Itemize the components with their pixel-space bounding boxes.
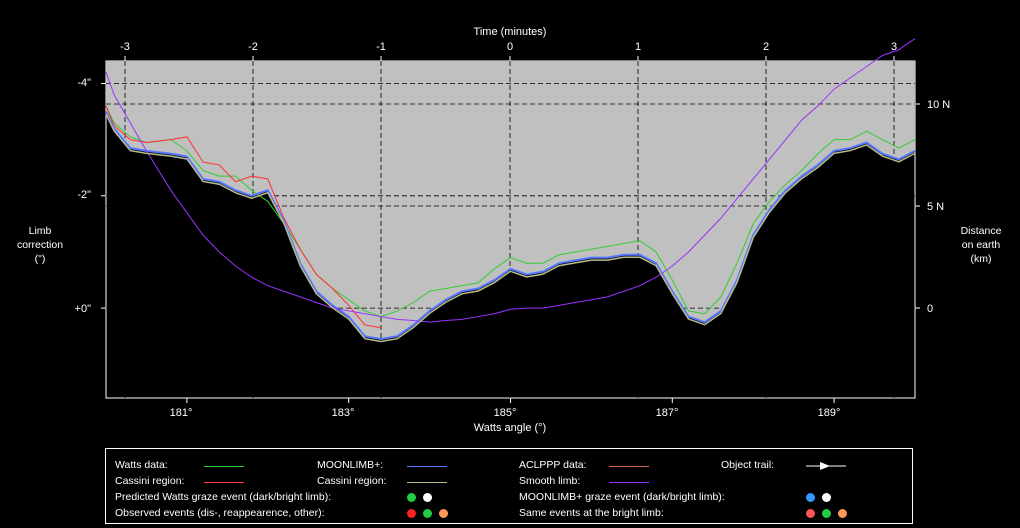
- left-tick-label: -2": [77, 189, 91, 201]
- orange-dot-icon: [439, 509, 448, 518]
- green-dot-icon: [822, 509, 831, 518]
- top-tick-label: 3: [891, 41, 897, 53]
- bottom-axis-title: Watts angle (°): [474, 422, 546, 434]
- limb-fill-area: [106, 61, 915, 339]
- watts-data-line: [105, 105, 916, 318]
- legend-moonlimb-swatch: [407, 466, 447, 467]
- cassini-region-line: [105, 105, 382, 329]
- left-axis-title: Limb correction ("): [10, 224, 70, 266]
- cassini-region-2-line: [105, 113, 916, 343]
- right-tick-label: 0: [927, 303, 933, 315]
- right-tick-label: 10 N: [927, 99, 950, 111]
- top-tick-label: -2: [248, 41, 258, 53]
- legend-cassini2-swatch: [407, 482, 447, 483]
- red-dot-icon: [407, 509, 416, 518]
- right-axis-title-line: Distance: [960, 225, 1002, 237]
- orange-dot-icon: [838, 509, 847, 518]
- legend-same-bright-label: Same events at the bright limb:: [519, 507, 664, 519]
- legend-cassini2-label: Cassini region:: [317, 475, 387, 487]
- legend: Watts data: Cassini region: MOONLIMB+: C…: [105, 448, 913, 524]
- left-axis-title-line: ("): [34, 253, 46, 265]
- legend-aclppp-label: ACLPPP data:: [519, 459, 587, 471]
- legend-smooth-label: Smooth limb:: [519, 475, 581, 487]
- legend-aclppp-swatch: [609, 466, 649, 467]
- top-tick-label: -1: [376, 41, 386, 53]
- salmon-dot-icon: [806, 509, 815, 518]
- right-tick-label: 5 N: [927, 201, 944, 213]
- white-dot-icon: [822, 493, 831, 502]
- legend-moonlimb-graze-label: MOONLIMB+ graze event (dark/bright limb)…: [519, 491, 725, 503]
- white-dot-icon: [423, 493, 432, 502]
- top-axis-title: Time (minutes): [474, 26, 547, 38]
- legend-pred-watts-label: Predicted Watts graze event (dark/bright…: [115, 491, 332, 503]
- limb-fill: [106, 61, 915, 339]
- top-tick-label: 0: [507, 41, 513, 53]
- bottom-tick-label: 181°: [170, 407, 193, 419]
- right-axis-title-line: on earth: [961, 239, 1001, 251]
- left-tick-label: -4": [77, 77, 91, 89]
- moonlimb-line: [105, 111, 916, 341]
- legend-smooth-swatch: [609, 482, 649, 483]
- smooth-limb-line: [105, 38, 916, 323]
- right-axis-title-line: (km): [970, 253, 992, 265]
- series-lines: [105, 38, 916, 343]
- legend-cassini-label: Cassini region:: [115, 475, 185, 487]
- green-dot-icon: [407, 493, 416, 502]
- legend-watts-swatch: [204, 466, 244, 467]
- left-tick-label: +0": [75, 303, 92, 315]
- trail-arrow-icon: [806, 462, 846, 470]
- legend-watts-label: Watts data:: [115, 459, 168, 471]
- green-dot-icon: [423, 509, 432, 518]
- bottom-tick-label: 185°: [494, 407, 517, 419]
- legend-cassini-swatch: [204, 482, 244, 483]
- bottom-tick-label: 187°: [656, 407, 679, 419]
- right-axis-title: Distance on earth (km): [950, 224, 1012, 266]
- legend-trail-label: Object trail:: [721, 459, 775, 471]
- chart: Time (minutes) Watts angle (°) -3 -2 -1 …: [75, 26, 951, 434]
- bottom-tick-label: 189°: [818, 407, 841, 419]
- left-axis-title-line: Limb: [28, 225, 52, 237]
- left-axis-title-line: correction: [16, 239, 64, 251]
- ticks: [101, 56, 920, 403]
- bottom-tick-label: 183°: [332, 407, 355, 419]
- grid: [106, 61, 915, 398]
- top-tick-label: 2: [763, 41, 769, 53]
- legend-moonlimb-label: MOONLIMB+:: [317, 459, 384, 471]
- legend-observed-label: Observed events (dis-, reappearence, oth…: [115, 507, 325, 519]
- top-tick-label: -3: [120, 41, 130, 53]
- blue-dot-icon: [806, 493, 815, 502]
- top-tick-label: 1: [635, 41, 641, 53]
